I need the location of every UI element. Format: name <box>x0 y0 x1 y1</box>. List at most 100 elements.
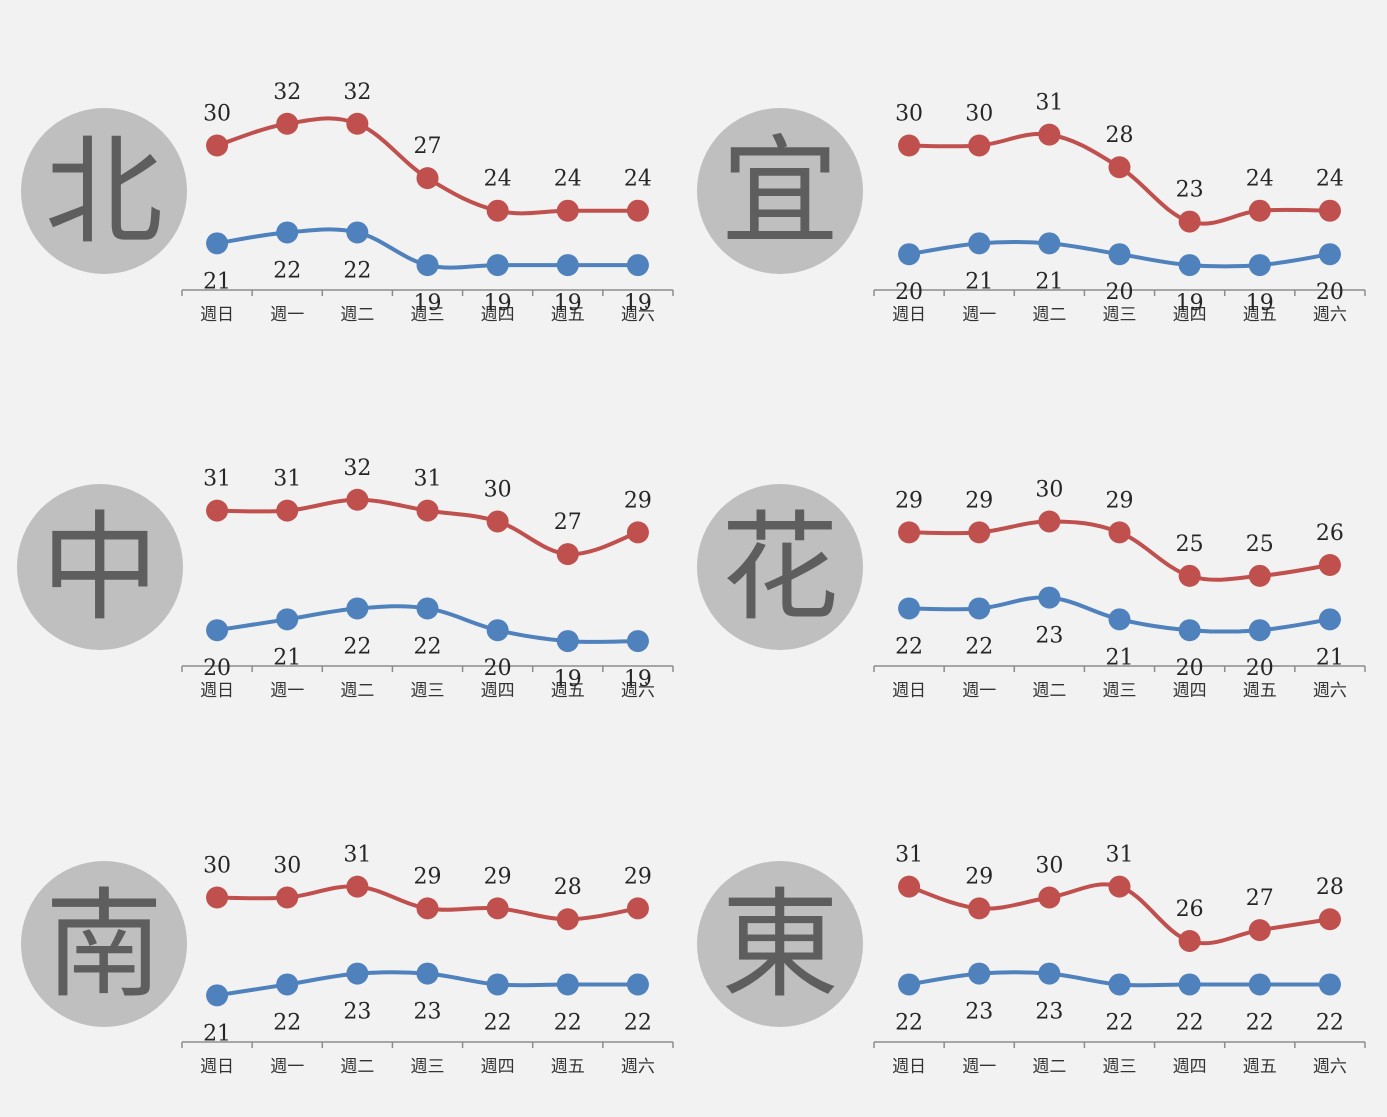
x-tick-label: 週三 <box>1103 681 1137 701</box>
high-temp-point <box>1248 564 1271 587</box>
high-temp-point <box>1178 564 1201 587</box>
low-temp-point <box>1108 973 1131 996</box>
x-tick-label: 週日 <box>200 681 234 701</box>
high-temp-point <box>276 499 299 522</box>
low-temp-label: 23 <box>343 1000 371 1025</box>
x-tick-label: 週四 <box>481 1057 515 1077</box>
x-tick-label: 週日 <box>200 1057 234 1077</box>
high-temp-label: 28 <box>554 875 582 900</box>
low-temp-point <box>1038 962 1061 985</box>
low-temp-label: 19 <box>484 291 512 316</box>
low-temp-point <box>276 973 299 996</box>
low-temp-label: 21 <box>1106 645 1134 670</box>
chart-panel-3: 中週日 週一 週二 週三 週四 週五 週六 31 31 32 31 30 27 29 20 21 22 22 20 1… <box>17 456 674 701</box>
high-temp-point <box>626 521 649 544</box>
low-temp-label: 21 <box>1035 269 1063 294</box>
low-temp-point <box>276 221 299 244</box>
low-temp-point <box>898 597 921 620</box>
x-tick-label: 週六 <box>1313 305 1347 325</box>
low-temp-label: 20 <box>203 656 231 681</box>
region-circle <box>697 484 863 650</box>
high-temp-label: 30 <box>1035 478 1063 503</box>
high-temp-point <box>416 499 439 522</box>
high-temp-label: 31 <box>414 467 442 492</box>
x-tick-label: 週一 <box>962 1057 996 1077</box>
low-temp-label: 21 <box>203 269 231 294</box>
high-temp-point <box>1318 553 1341 576</box>
high-temp-point <box>206 886 229 909</box>
low-temp-label: 19 <box>624 291 652 316</box>
high-temp-point <box>206 499 229 522</box>
x-tick-label: 週一 <box>270 1057 304 1077</box>
low-temp-point <box>626 254 649 277</box>
chart-panel-1: 北週日 週一 週二 週三 週四 週五 週六 30 32 32 27 24 24 24 21 22 22 19 19 1… <box>21 80 674 325</box>
low-temp-label: 22 <box>343 634 371 659</box>
low-temp-point <box>556 630 579 653</box>
high-temp-label: 31 <box>343 843 371 868</box>
x-tick-label: 週三 <box>411 1057 445 1077</box>
x-tick-label: 週六 <box>1313 681 1347 701</box>
low-temp-point <box>346 221 369 244</box>
high-temp-point <box>626 199 649 222</box>
high-temp-point <box>1178 929 1201 952</box>
high-temp-label: 29 <box>484 864 512 889</box>
high-temp-label: 29 <box>624 488 652 513</box>
high-temp-label: 23 <box>1176 178 1204 203</box>
high-temp-label: 25 <box>1176 532 1204 557</box>
low-temp-label: 22 <box>1106 1010 1134 1035</box>
x-tick-label: 週三 <box>411 305 445 325</box>
low-temp-label: 22 <box>484 1010 512 1035</box>
high-temp-point <box>968 521 991 544</box>
high-temp-label: 29 <box>965 488 993 513</box>
x-tick-label: 週二 <box>1032 681 1066 701</box>
low-temp-label: 23 <box>1035 624 1063 649</box>
region-character: 中 <box>41 499 159 637</box>
high-temp-point <box>346 875 369 898</box>
high-temp-point <box>1248 919 1271 942</box>
region-circle <box>21 108 187 274</box>
x-tick-label: 週四 <box>1173 305 1207 325</box>
low-temp-label: 22 <box>273 258 301 283</box>
region-circle <box>21 861 187 1027</box>
high-temp-label: 24 <box>554 167 582 192</box>
region-circle <box>697 108 863 274</box>
high-temp-point <box>1038 510 1061 533</box>
region-character: 宜 <box>721 123 839 261</box>
low-temp-point <box>1038 232 1061 255</box>
x-tick-label: 週六 <box>1313 1057 1347 1077</box>
high-temp-label: 29 <box>895 488 923 513</box>
high-temp-point <box>1038 123 1061 146</box>
x-tick-label: 週日 <box>892 305 926 325</box>
high-temp-label: 26 <box>1176 897 1204 922</box>
low-temp-label: 22 <box>965 634 993 659</box>
high-temp-label: 30 <box>1035 854 1063 879</box>
high-temp-label: 28 <box>1106 123 1134 148</box>
low-temp-label: 19 <box>624 667 652 692</box>
low-temp-label: 20 <box>1246 656 1274 681</box>
low-temp-point <box>968 962 991 985</box>
high-temp-label: 32 <box>273 80 301 105</box>
high-temp-label: 24 <box>484 167 512 192</box>
low-temp-label: 19 <box>414 291 442 316</box>
high-temp-point <box>626 897 649 920</box>
region-character: 花 <box>721 499 839 637</box>
low-temp-point <box>416 597 439 620</box>
high-temp-label: 32 <box>343 80 371 105</box>
low-temp-label: 21 <box>965 269 993 294</box>
x-tick-label: 週四 <box>481 681 515 701</box>
x-tick-label: 週一 <box>270 305 304 325</box>
low-temp-label: 21 <box>1316 645 1344 670</box>
high-temp-label: 24 <box>1246 167 1274 192</box>
high-temp-point <box>1248 199 1271 222</box>
low-temp-point <box>1318 608 1341 631</box>
low-temp-label: 22 <box>624 1010 652 1035</box>
high-temp-label: 30 <box>203 854 231 879</box>
low-temp-point <box>968 232 991 255</box>
low-temp-point <box>486 619 509 642</box>
high-temp-point <box>556 199 579 222</box>
high-temp-point <box>416 897 439 920</box>
high-temp-point <box>1318 199 1341 222</box>
high-temp-point <box>1108 156 1131 179</box>
high-temp-point <box>1318 908 1341 931</box>
high-temp-point <box>556 908 579 931</box>
